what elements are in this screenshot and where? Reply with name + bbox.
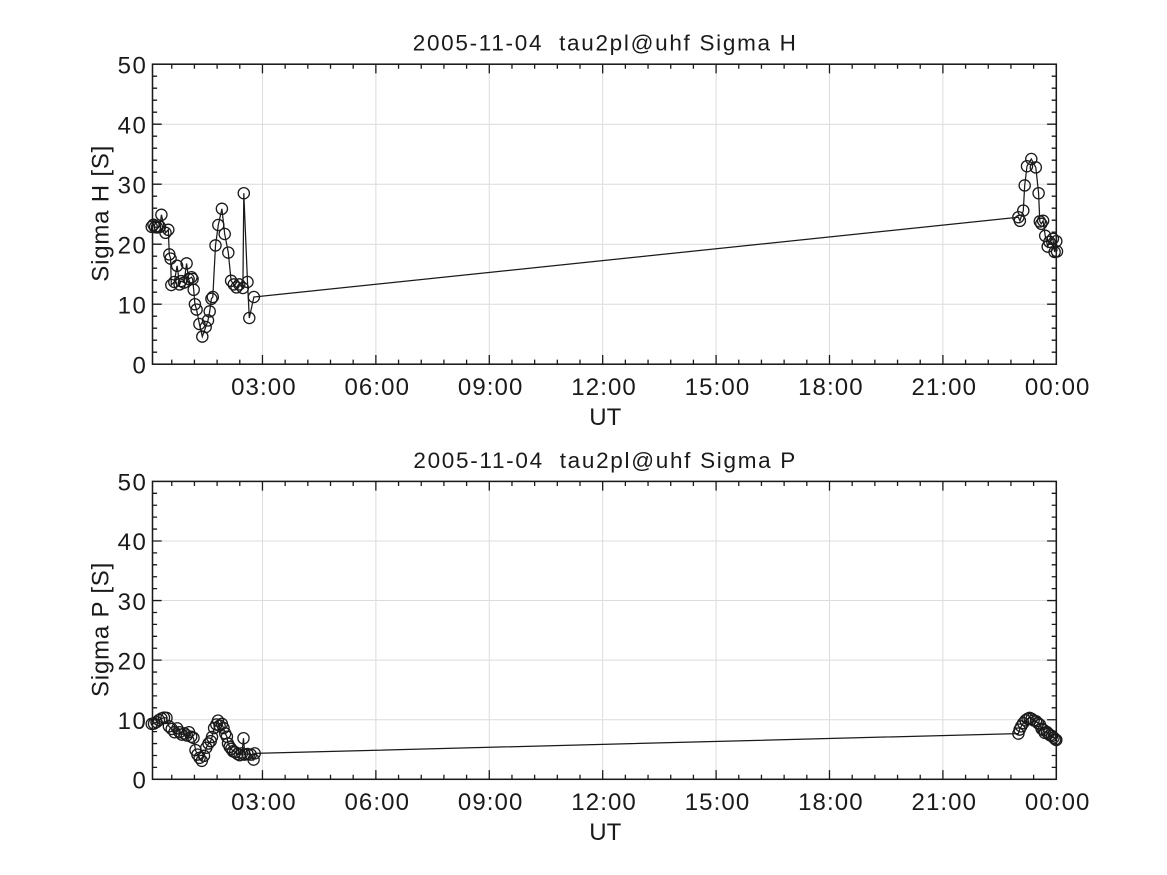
svg-text:21:00: 21:00 bbox=[912, 789, 978, 816]
svg-text:10: 10 bbox=[118, 292, 148, 319]
svg-text:50: 50 bbox=[118, 470, 148, 497]
svg-text:09:00: 09:00 bbox=[458, 374, 524, 401]
svg-text:10: 10 bbox=[118, 708, 148, 735]
svg-text:18:00: 18:00 bbox=[798, 374, 864, 401]
svg-text:12:00: 12:00 bbox=[571, 374, 637, 401]
svg-text:2005-11-04 tau2pl@uhf Sigma P: 2005-11-04 tau2pl@uhf Sigma P bbox=[413, 448, 797, 473]
svg-text:UT: UT bbox=[589, 404, 621, 431]
svg-text:20: 20 bbox=[118, 648, 148, 675]
svg-text:40: 40 bbox=[118, 112, 148, 139]
svg-text:Sigma H [S]: Sigma H [S] bbox=[88, 145, 115, 282]
svg-text:0: 0 bbox=[133, 768, 148, 795]
svg-text:21:00: 21:00 bbox=[912, 374, 978, 401]
svg-text:UT: UT bbox=[589, 819, 621, 846]
svg-text:03:00: 03:00 bbox=[231, 789, 297, 816]
svg-text:50: 50 bbox=[118, 52, 148, 79]
svg-text:15:00: 15:00 bbox=[685, 374, 751, 401]
svg-text:30: 30 bbox=[118, 589, 148, 616]
svg-text:18:00: 18:00 bbox=[798, 789, 864, 816]
svg-text:12:00: 12:00 bbox=[571, 789, 637, 816]
svg-text:Sigma P [S]: Sigma P [S] bbox=[88, 562, 115, 697]
svg-text:15:00: 15:00 bbox=[685, 789, 751, 816]
svg-text:0: 0 bbox=[133, 352, 148, 379]
svg-text:03:00: 03:00 bbox=[231, 374, 297, 401]
svg-text:06:00: 06:00 bbox=[344, 789, 410, 816]
svg-text:09:00: 09:00 bbox=[458, 789, 524, 816]
svg-text:30: 30 bbox=[118, 172, 148, 199]
svg-text:2005-11-04 tau2pl@uhf Sigma H: 2005-11-04 tau2pl@uhf Sigma H bbox=[413, 31, 798, 56]
svg-text:00:00: 00:00 bbox=[1025, 374, 1091, 401]
svg-text:40: 40 bbox=[118, 529, 148, 556]
svg-text:20: 20 bbox=[118, 232, 148, 259]
svg-text:00:00: 00:00 bbox=[1025, 789, 1091, 816]
svg-text:06:00: 06:00 bbox=[344, 374, 410, 401]
